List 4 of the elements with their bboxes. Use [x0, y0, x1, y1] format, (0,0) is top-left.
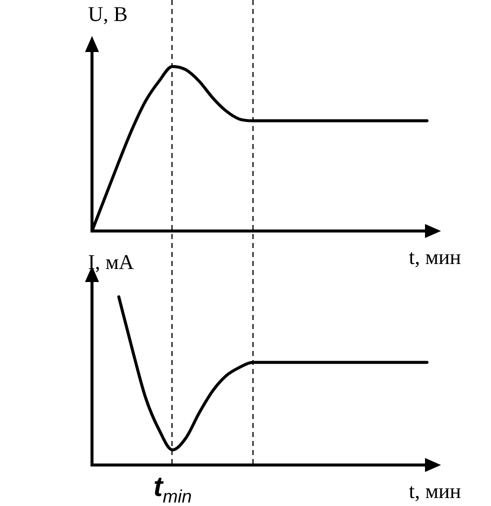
x-axis-title: t, мин [408, 479, 461, 503]
x-axis-title: t, мин [408, 245, 461, 269]
text: t$_{min}$ [153, 471, 192, 506]
y-axis-title: U, В [88, 2, 128, 26]
